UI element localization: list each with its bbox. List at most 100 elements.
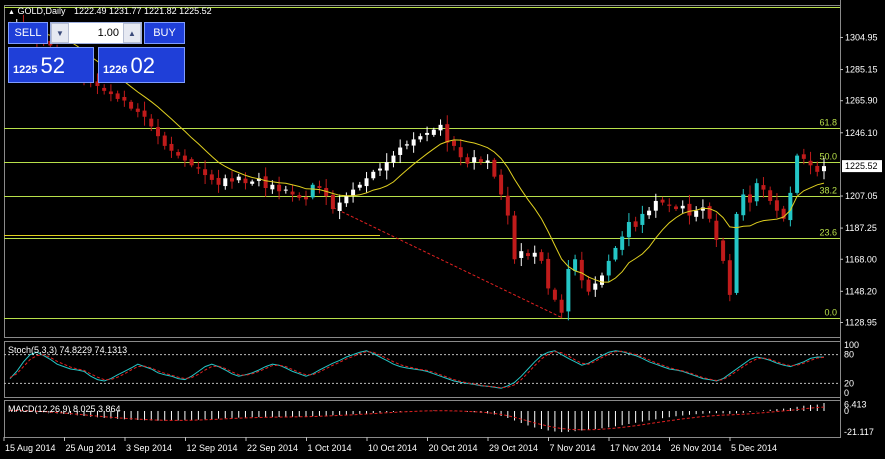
candle-body bbox=[546, 258, 551, 289]
candle-body bbox=[505, 195, 510, 216]
candle-body bbox=[310, 184, 315, 198]
price-tick-label: 1168.00 bbox=[845, 254, 877, 264]
candle-body bbox=[532, 252, 537, 257]
stoch-tick-label: 0 bbox=[844, 388, 849, 398]
macd-signal-line bbox=[9, 406, 825, 431]
candle-body bbox=[768, 190, 773, 201]
candle-body bbox=[243, 178, 248, 184]
lot-decrease-arrow-icon[interactable]: ▼ bbox=[51, 23, 69, 43]
candle-body bbox=[324, 188, 329, 197]
candle-body bbox=[277, 184, 282, 192]
current-price-label: 1225.52 bbox=[845, 161, 878, 171]
candle-body bbox=[256, 178, 261, 181]
candle-body bbox=[122, 96, 127, 101]
candle-body bbox=[129, 101, 134, 109]
candle-body bbox=[647, 210, 652, 216]
candle-body bbox=[209, 174, 214, 180]
candle-body bbox=[680, 205, 685, 209]
lot-size-input[interactable] bbox=[69, 23, 123, 43]
time-tick-label: 17 Nov 2014 bbox=[610, 443, 661, 453]
ohlc-values: 1222.49 1231.77 1221.82 1225.52 bbox=[73, 6, 212, 16]
candle-body bbox=[606, 260, 611, 276]
fibonacci-retracement[interactable]: 61.8 50.0 38.2 23.6 0.0 bbox=[4, 7, 840, 319]
candle-body bbox=[485, 160, 490, 163]
candle-body bbox=[801, 154, 806, 159]
ask-price-box[interactable]: 1226 02 bbox=[98, 47, 185, 83]
candle-body bbox=[674, 206, 678, 210]
price-tick-label: 1187.25 bbox=[845, 223, 877, 233]
one-click-trading-panel: SELL ▼ ▲ BUY 1225 52 1226 02 bbox=[8, 22, 185, 83]
time-tick-label: 12 Sep 2014 bbox=[187, 443, 238, 453]
candle-body bbox=[404, 144, 409, 146]
current-price-marker bbox=[842, 160, 882, 173]
candle-body bbox=[384, 162, 389, 171]
candle-body bbox=[149, 118, 154, 127]
candle-body bbox=[418, 136, 423, 140]
price-axis: 1304.95 1285.15 1265.90 1246.10 1225.52 1207.… bbox=[840, 32, 882, 437]
fib-level-label: 50.0 bbox=[819, 152, 837, 162]
price-tick-label: 1285.15 bbox=[845, 65, 878, 75]
price-tick-label: 1128.95 bbox=[845, 318, 877, 328]
candle-body bbox=[593, 283, 598, 290]
macd-tick-label: 0 bbox=[844, 406, 849, 416]
candle-body bbox=[788, 192, 793, 221]
candle-body bbox=[781, 208, 786, 219]
time-tick-label: 22 Sep 2014 bbox=[247, 443, 298, 453]
candle-body bbox=[815, 165, 820, 172]
candle-body bbox=[102, 87, 107, 91]
bid-price-small: 1225 bbox=[13, 64, 38, 76]
candle-body bbox=[344, 196, 349, 204]
time-tick-label: 1 Oct 2014 bbox=[308, 443, 352, 453]
bid-price-box[interactable]: 1225 52 bbox=[8, 47, 94, 83]
candle-body bbox=[748, 194, 752, 203]
candle-body bbox=[566, 268, 571, 312]
candle-body bbox=[216, 177, 221, 185]
candle-body bbox=[135, 108, 140, 112]
time-tick-label: 29 Oct 2014 bbox=[489, 443, 538, 453]
lot-increase-arrow-icon[interactable]: ▲ bbox=[123, 23, 141, 43]
candle-body bbox=[579, 259, 584, 281]
time-axis: 15 Aug 2014 25 Aug 2014 3 Sep 2014 12 Sep 2… bbox=[3, 437, 777, 453]
candle-body bbox=[162, 135, 167, 146]
price-tick-label: 1265.90 bbox=[845, 96, 878, 106]
candle-body bbox=[351, 189, 356, 196]
candle-body bbox=[317, 186, 322, 189]
stochastic-oscillator bbox=[4, 350, 840, 389]
price-tick-label: 1207.05 bbox=[845, 191, 878, 201]
candle-body bbox=[196, 167, 201, 169]
candle-body bbox=[478, 159, 483, 163]
collapse-triangle-icon[interactable]: ▲ bbox=[8, 9, 15, 16]
time-tick-label: 25 Aug 2014 bbox=[66, 443, 117, 453]
candle-body bbox=[425, 132, 430, 135]
candle-body bbox=[714, 220, 719, 240]
trendline[interactable] bbox=[332, 206, 562, 319]
price-tick-label: 1246.10 bbox=[845, 128, 878, 138]
macd-tick-label: 6.413 bbox=[844, 400, 867, 410]
candle-body bbox=[754, 183, 759, 202]
sell-button[interactable]: SELL bbox=[8, 22, 48, 44]
candle-body bbox=[687, 203, 692, 216]
candle-body bbox=[189, 159, 194, 166]
price-tick-label: 1148.20 bbox=[845, 286, 877, 296]
buy-button[interactable]: BUY bbox=[144, 22, 185, 44]
candle-body bbox=[559, 299, 564, 313]
candle-body bbox=[552, 289, 557, 300]
time-tick-label: 20 Oct 2014 bbox=[429, 443, 478, 453]
candle-body bbox=[398, 147, 403, 155]
candle-body bbox=[774, 200, 779, 211]
candle-body bbox=[95, 81, 100, 86]
macd-label: MACD(12,26,9) 8.025 3.864 bbox=[8, 404, 121, 414]
time-tick-label: 5 Dec 2014 bbox=[731, 443, 777, 453]
candle-body bbox=[203, 169, 208, 176]
candle-body bbox=[822, 166, 826, 172]
candle-body bbox=[519, 251, 524, 258]
candle-body bbox=[263, 176, 268, 189]
candle-body bbox=[182, 155, 187, 161]
candle-body bbox=[283, 189, 288, 191]
candle-body bbox=[600, 275, 604, 285]
fib-level-label: 23.6 bbox=[819, 228, 837, 238]
candle-body bbox=[707, 206, 712, 219]
stoch-tick-label: 20 bbox=[844, 378, 854, 388]
candle-body bbox=[727, 260, 732, 295]
